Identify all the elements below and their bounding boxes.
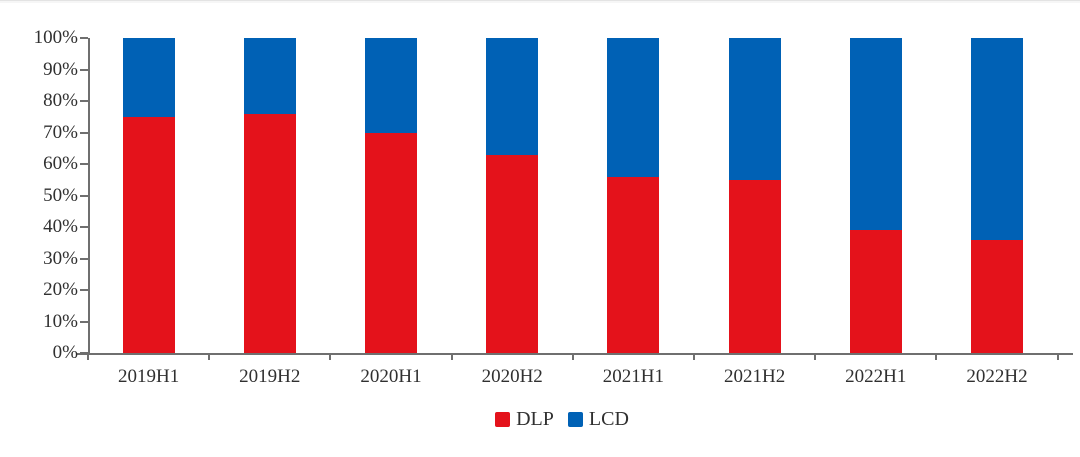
y-axis-line [88,38,90,355]
y-axis-tick [80,320,88,323]
y-axis-tick [80,100,88,102]
top-divider [0,0,1080,3]
y-tick-label: 20% [43,279,78,300]
y-axis-tick [80,131,88,134]
bar-segment-lcd-2019H1 [122,38,175,117]
y-tick-label: 70% [43,121,78,143]
bar-segment-dlp-2020H1 [365,132,417,353]
bar-2019H2 [243,38,296,353]
x-axis-tick [814,353,817,360]
bar-segment-dlp-2019H1 [122,116,175,353]
bar-segment-lcd-2022H2 [971,38,1023,240]
y-axis-tick [80,68,88,71]
x-axis-tick [208,353,211,360]
x-category-label: 2019H1 [117,366,180,387]
legend-item-lcd: LCD [567,408,629,431]
y-axis-tick [80,226,88,228]
bar-2020H2 [486,38,539,353]
x-category-label: 2022H2 [966,366,1028,387]
x-axis-tick [693,353,695,360]
bar-segment-lcd-2020H1 [365,38,417,133]
x-category-label: 2022H1 [845,366,907,387]
bar-segment-dlp-2020H2 [486,154,539,353]
y-axis-tick [80,194,88,197]
x-axis-tick [87,353,89,360]
legend-swatch-dlp [495,412,511,427]
x-axis-tick [571,353,574,360]
y-tick-label: 0% [52,342,78,363]
x-category-label: 2020H1 [360,366,422,387]
bar-segment-dlp-2022H2 [971,239,1023,353]
bar-segment-lcd-2019H2 [243,38,296,114]
x-axis-tick [1056,353,1059,360]
bar-segment-lcd-2020H2 [486,38,539,155]
x-axis-tick [935,353,938,360]
y-tick-label: 90% [43,58,78,80]
bar-2020H1 [365,38,417,353]
x-axis-tick [450,353,453,360]
x-category-label: 2021H1 [602,366,664,387]
bar-2022H2 [971,38,1023,353]
bar-2021H2 [728,38,781,353]
y-tick-label: 10% [43,310,78,332]
bar-segment-dlp-2021H1 [607,176,660,353]
legend-label-lcd: LCD [588,408,629,430]
chart-legend: DLP LCD [22,408,1080,431]
y-axis-tick [80,163,88,165]
bar-segment-lcd-2021H1 [607,38,660,177]
y-axis-tick [80,37,88,39]
x-category-label: 2021H2 [723,366,786,387]
bar-segment-dlp-2021H2 [728,179,781,353]
bar-segment-dlp-2019H2 [243,113,296,353]
x-axis-line [76,353,1073,355]
y-tick-label: 60% [43,153,78,174]
bar-segment-lcd-2022H1 [849,38,902,231]
y-axis-tick [80,289,88,291]
bar-segment-dlp-2022H1 [849,230,902,353]
legend-label-dlp: DLP [516,408,554,430]
bar-2021H1 [607,38,660,353]
y-tick-label: 100% [33,27,78,48]
legend-swatch-lcd [567,412,583,427]
bar-segment-lcd-2021H2 [728,38,781,180]
x-category-label: 2020H2 [481,366,543,387]
y-tick-label: 40% [43,216,78,237]
y-axis-tick [80,257,88,260]
y-axis-tick [80,352,88,354]
bar-2022H1 [849,38,902,353]
legend-item-dlp: DLP [495,408,554,431]
x-axis-tick [329,353,332,360]
y-tick-label: 50% [43,184,78,206]
x-category-label: 2019H2 [239,366,301,387]
y-tick-label: 80% [43,90,78,111]
bar-2019H1 [122,38,175,353]
y-tick-label: 30% [43,247,78,269]
